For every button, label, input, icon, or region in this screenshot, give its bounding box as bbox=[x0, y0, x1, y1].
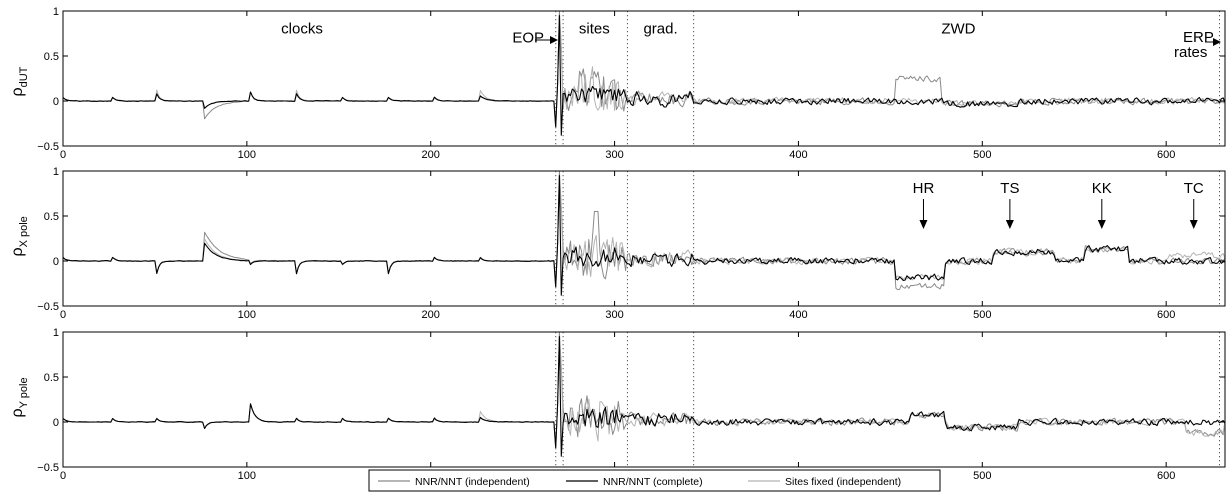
x-tick-label: 600 bbox=[1157, 149, 1175, 161]
eop-arrowhead bbox=[550, 36, 558, 44]
axes-frame bbox=[62, 331, 1226, 468]
x-tick-label: 200 bbox=[422, 149, 440, 161]
y-axis-label: ρdUT bbox=[9, 66, 30, 96]
y-axis-label: ρY pole bbox=[9, 377, 30, 417]
x-tick-label: 300 bbox=[605, 309, 623, 321]
erp-arrowhead bbox=[1213, 38, 1221, 46]
section-label: sites bbox=[579, 21, 610, 38]
series-line-0 bbox=[62, 331, 1226, 450]
y-axis-label: ρX pole bbox=[9, 216, 30, 256]
legend: NNR/NNT (independent) NNR/NNT (complete) S… bbox=[368, 469, 941, 492]
y-tick-label: 0 bbox=[53, 256, 59, 268]
site-label: TC bbox=[1184, 180, 1204, 197]
series-line-2 bbox=[62, 336, 1226, 449]
panel-dUT: 0 100 200 300 400 500 600−0.500.51ρdUTclocksEO… bbox=[9, 6, 1226, 161]
x-tick-label: 500 bbox=[973, 470, 991, 482]
x-tick-label: 100 bbox=[238, 470, 256, 482]
y-tick-label: 0.5 bbox=[44, 211, 59, 223]
x-tick-label: 100 bbox=[238, 149, 256, 161]
x-tick-label: 400 bbox=[789, 309, 807, 321]
site-label: HR bbox=[913, 180, 935, 197]
axes-frame bbox=[62, 170, 1226, 307]
y-tick-label: 1 bbox=[53, 6, 59, 18]
axes-frame bbox=[62, 10, 1226, 147]
y-axis-label-main: ρ bbox=[9, 87, 26, 96]
series-line-0 bbox=[62, 170, 1226, 291]
x-tick-label: 600 bbox=[1157, 470, 1175, 482]
y-axis-label-sub: X pole bbox=[18, 216, 30, 247]
series-line-1 bbox=[62, 14, 1226, 136]
site-arrowhead bbox=[919, 220, 928, 229]
x-tick-label: 400 bbox=[789, 149, 807, 161]
section-label: ZWD bbox=[941, 21, 975, 38]
x-tick-label: 0 bbox=[60, 309, 66, 321]
y-tick-label: 1 bbox=[53, 327, 59, 339]
y-tick-label: −0.5 bbox=[37, 141, 59, 153]
site-label: TS bbox=[1000, 180, 1019, 197]
y-tick-label: 0.5 bbox=[44, 51, 59, 63]
x-tick-label: 600 bbox=[1157, 309, 1175, 321]
site-arrowhead bbox=[1097, 220, 1106, 229]
y-tick-label: 0 bbox=[53, 417, 59, 429]
section-label: grad. bbox=[643, 21, 677, 38]
section-label: rates bbox=[1174, 44, 1207, 61]
legend-entry: Sites fixed (independent) bbox=[785, 476, 901, 488]
y-axis-label-main: ρ bbox=[9, 408, 26, 417]
x-tick-label: 500 bbox=[973, 149, 991, 161]
x-tick-label: 500 bbox=[973, 309, 991, 321]
y-tick-label: −0.5 bbox=[37, 462, 59, 474]
site-label: KK bbox=[1092, 180, 1112, 197]
y-tick-label: 1 bbox=[53, 166, 59, 178]
section-label: EOP bbox=[512, 30, 544, 47]
series-line-1 bbox=[62, 174, 1225, 296]
series-line-2 bbox=[62, 175, 1226, 288]
site-arrowhead bbox=[1005, 220, 1014, 229]
legend-entry: NNR/NNT (independent) bbox=[415, 476, 530, 488]
y-tick-label: 0.5 bbox=[44, 372, 59, 384]
y-axis-label-main: ρ bbox=[9, 247, 26, 256]
legend-entry: NNR/NNT (complete) bbox=[603, 476, 703, 488]
site-arrowhead bbox=[1189, 220, 1198, 229]
x-tick-label: 0 bbox=[60, 470, 66, 482]
y-tick-label: 0 bbox=[53, 96, 59, 108]
y-tick-label: −0.5 bbox=[37, 301, 59, 313]
x-tick-label: 100 bbox=[238, 309, 256, 321]
y-axis-label-sub: Y pole bbox=[18, 377, 30, 408]
legend-box bbox=[368, 469, 941, 492]
series-line-1 bbox=[62, 335, 1226, 457]
y-axis-label-sub: dUT bbox=[18, 66, 30, 87]
section-label: clocks bbox=[281, 21, 323, 38]
x-tick-label: 0 bbox=[60, 149, 66, 161]
x-tick-label: 300 bbox=[605, 149, 623, 161]
x-tick-label: 200 bbox=[422, 309, 440, 321]
